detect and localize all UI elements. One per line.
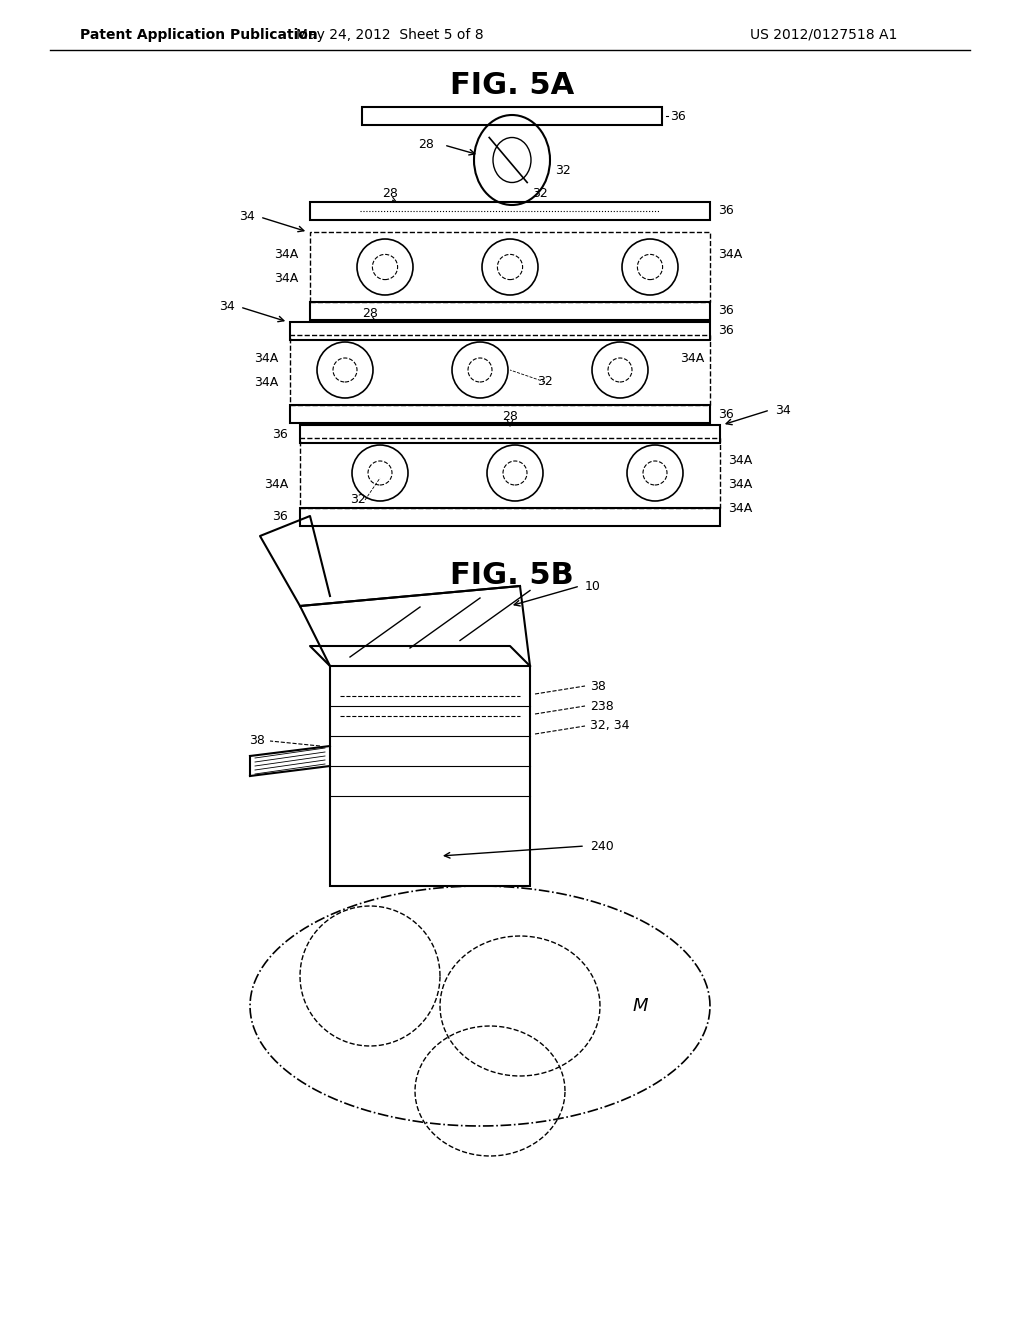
Text: 36: 36 [272, 511, 288, 524]
Text: 32: 32 [538, 375, 553, 388]
Text: 34A: 34A [728, 502, 753, 515]
Text: 34A: 34A [273, 248, 298, 261]
Text: 28: 28 [362, 308, 378, 319]
Text: 34: 34 [240, 210, 255, 223]
Text: 36: 36 [718, 205, 734, 218]
Text: 38: 38 [590, 680, 606, 693]
Text: FIG. 5B: FIG. 5B [451, 561, 573, 590]
Text: 34: 34 [775, 404, 791, 417]
Text: 34: 34 [219, 301, 234, 314]
Text: FIG. 5A: FIG. 5A [450, 70, 574, 99]
Bar [300, 438, 720, 508]
Text: 34A: 34A [254, 375, 278, 388]
Bar [310, 302, 710, 319]
Text: 28: 28 [418, 139, 434, 152]
Bar [290, 322, 710, 341]
Text: 36: 36 [718, 408, 734, 421]
Text: 36: 36 [718, 305, 734, 318]
Text: 34A: 34A [728, 479, 753, 491]
Text: US 2012/0127518 A1: US 2012/0127518 A1 [750, 28, 897, 42]
Text: 34A: 34A [718, 248, 742, 261]
Bar [290, 405, 710, 422]
Bar [290, 335, 710, 405]
Text: 38: 38 [249, 734, 265, 747]
Text: 32: 32 [350, 492, 366, 506]
Bar [300, 508, 720, 525]
Bar [362, 107, 662, 125]
Bar [310, 232, 710, 302]
Text: 34A: 34A [264, 479, 288, 491]
Text: 34A: 34A [273, 272, 298, 285]
Text: 238: 238 [590, 700, 613, 713]
Text: Patent Application Publication: Patent Application Publication [80, 28, 317, 42]
Text: 32: 32 [532, 187, 548, 201]
Text: 32, 34: 32, 34 [590, 719, 630, 733]
Text: 34A: 34A [728, 454, 753, 467]
Text: 36: 36 [670, 110, 686, 123]
Text: 28: 28 [382, 187, 398, 201]
Text: 36: 36 [718, 325, 734, 338]
Text: 10: 10 [585, 579, 601, 593]
Text: 34A: 34A [254, 351, 278, 364]
Text: 32: 32 [555, 164, 570, 177]
Bar [300, 425, 720, 444]
Text: M: M [632, 997, 648, 1015]
Text: 240: 240 [590, 840, 613, 853]
Text: 34A: 34A [680, 351, 705, 364]
Text: 36: 36 [272, 428, 288, 441]
Text: 28: 28 [502, 411, 518, 422]
Bar [330, 667, 530, 886]
Text: May 24, 2012  Sheet 5 of 8: May 24, 2012 Sheet 5 of 8 [296, 28, 483, 42]
Bar [310, 202, 710, 220]
